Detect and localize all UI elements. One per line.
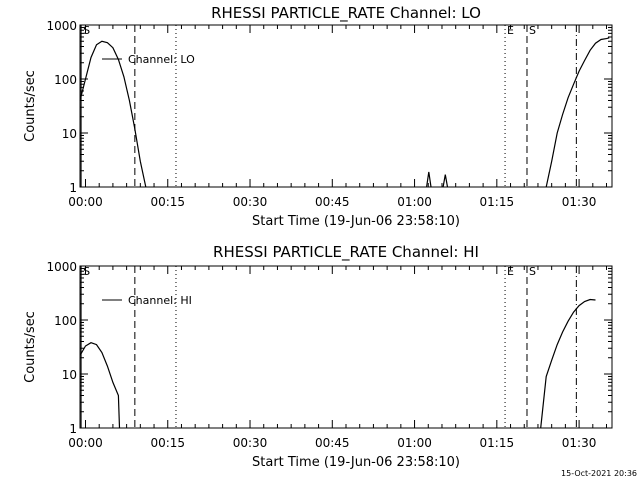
y-tick-label: 1000 — [46, 19, 77, 33]
event-marker-label: S — [529, 265, 536, 278]
event-marker-label: S — [83, 265, 90, 278]
series-line — [79, 342, 121, 429]
event-marker-label: E — [507, 265, 514, 278]
event-marker-label: S — [529, 24, 536, 37]
x-tick-label: 00:15 — [150, 195, 185, 209]
legend-label: Channel: HI — [128, 294, 192, 307]
x-tick-label: 01:00 — [397, 436, 432, 450]
hi-channel-panel: RHESSI PARTICLE_RATE Channel: HI 1 10 100 10… — [23, 243, 613, 470]
y-tick-label: 1 — [69, 181, 77, 195]
series-line — [426, 171, 432, 188]
y-tick-label: 10 — [62, 127, 77, 141]
x-tick-label: 00:15 — [150, 436, 185, 450]
event-marker-label: S — [83, 24, 90, 37]
x-tick-label: 01:15 — [480, 195, 515, 209]
x-tick-label: 00:00 — [68, 195, 103, 209]
x-tick-label: 00:30 — [233, 195, 268, 209]
plot-frame — [79, 24, 613, 188]
lo-channel-panel: RHESSI PARTICLE_RATE Channel: LO 1 10 100 10… — [23, 4, 613, 229]
event-marker-label: E — [507, 24, 514, 37]
x-tick-label: 01:30 — [562, 195, 597, 209]
series-line — [79, 40, 147, 188]
y-axis-label: Counts/sec — [23, 70, 38, 142]
plot-frame — [79, 265, 613, 429]
legend-label: Channel: LO — [128, 53, 195, 66]
y-tick-label: 100 — [54, 73, 77, 87]
y-axis-label: Counts/sec — [23, 311, 38, 383]
x-tick-label: 01:30 — [562, 436, 597, 450]
chart-title: RHESSI PARTICLE_RATE Channel: LO — [211, 4, 481, 23]
y-tick-label: 1000 — [46, 260, 77, 274]
series-line — [545, 37, 610, 188]
x-tick-label: 00:45 — [315, 195, 350, 209]
series-line — [540, 298, 596, 429]
x-axis-label: Start Time (19-Jun-06 23:58:10) — [252, 455, 460, 470]
y-tick-label: 10 — [62, 368, 77, 382]
series-line — [442, 174, 449, 188]
y-tick-label: 100 — [54, 314, 77, 328]
x-tick-label: 00:45 — [315, 436, 350, 450]
y-tick-label: 1 — [69, 422, 77, 436]
x-axis-label: Start Time (19-Jun-06 23:58:10) — [252, 214, 460, 229]
chart-title: RHESSI PARTICLE_RATE Channel: HI — [213, 243, 479, 262]
x-tick-label: 01:15 — [480, 436, 515, 450]
x-tick-label: 00:00 — [68, 436, 103, 450]
print-timestamp: 15-Oct-2021 20:36 — [561, 469, 637, 478]
x-tick-label: 01:00 — [397, 195, 432, 209]
x-tick-label: 00:30 — [233, 436, 268, 450]
